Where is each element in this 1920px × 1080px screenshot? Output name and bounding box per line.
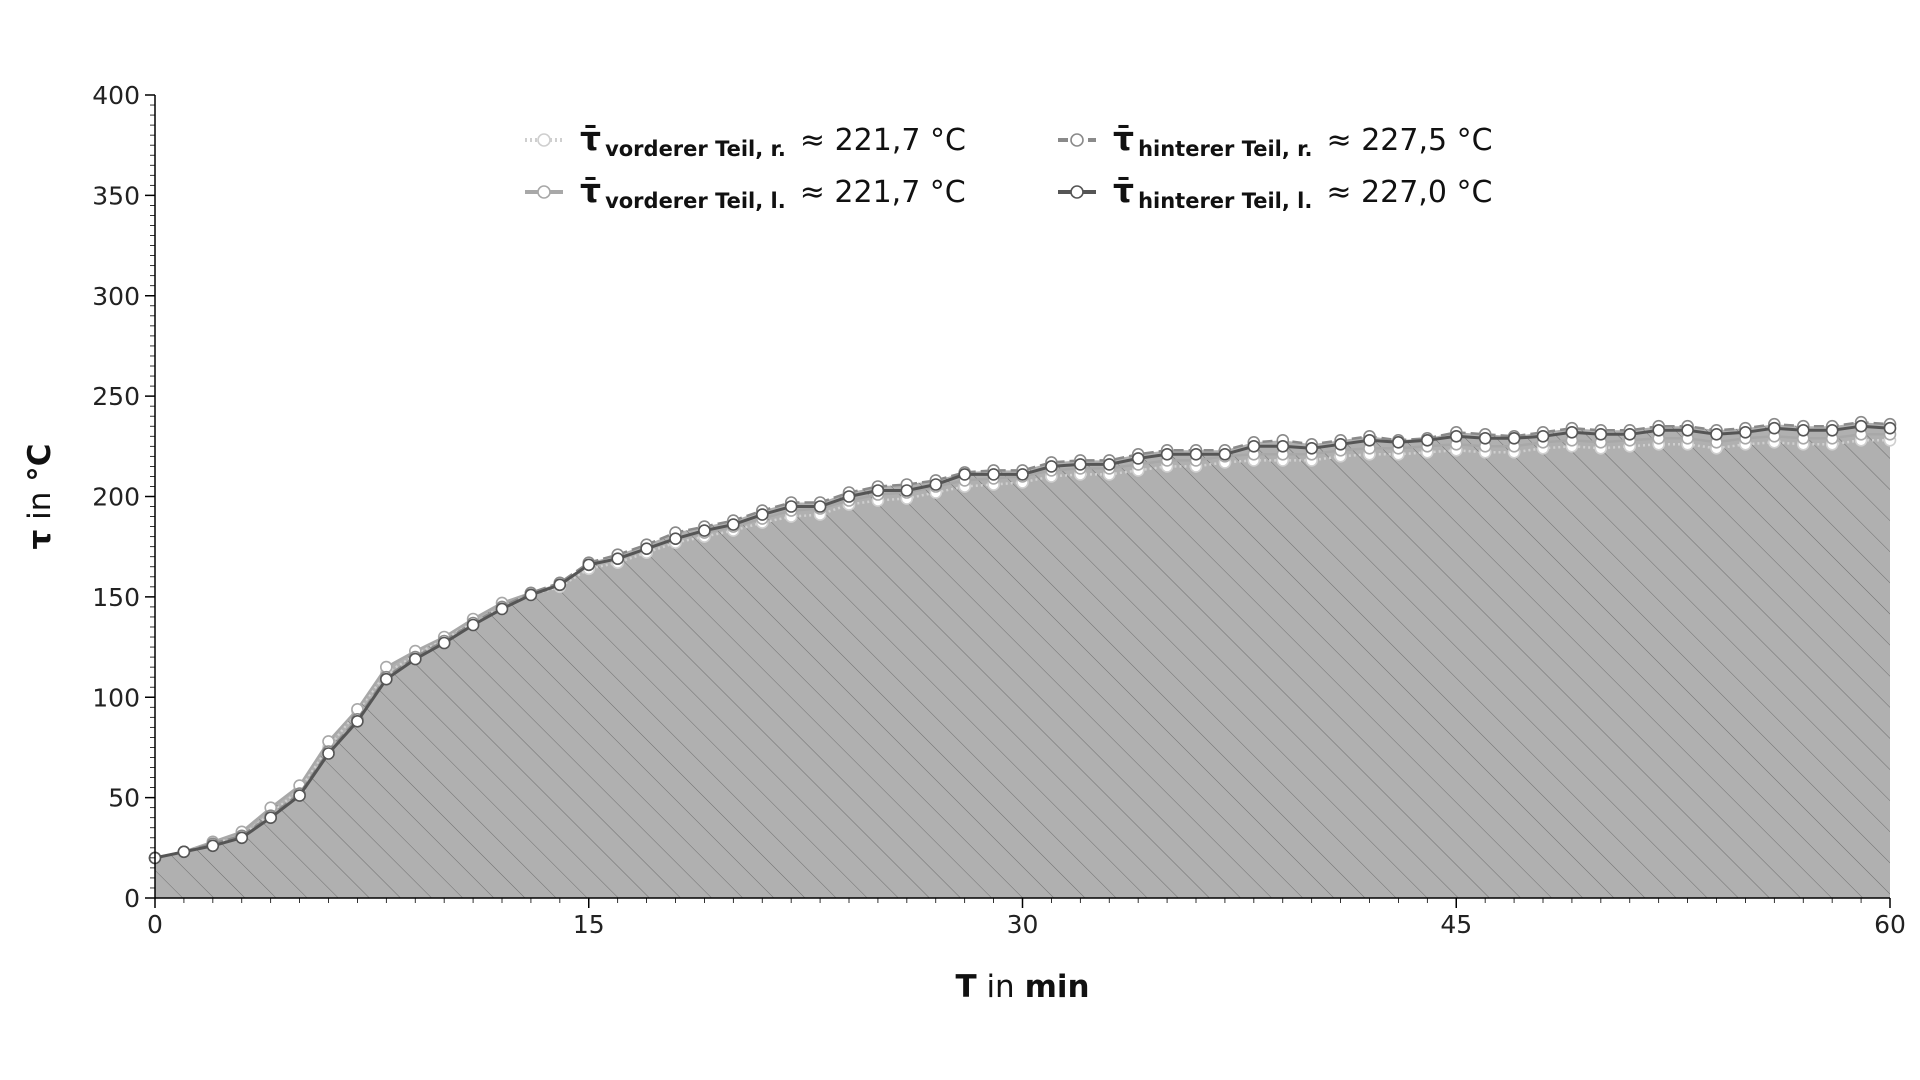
data-point bbox=[235, 831, 249, 845]
area-hatch bbox=[155, 422, 1890, 898]
data-point bbox=[640, 542, 653, 556]
data-point bbox=[1189, 447, 1203, 461]
data-point bbox=[1681, 423, 1694, 437]
data-point bbox=[1131, 452, 1145, 465]
data-point bbox=[524, 588, 538, 602]
data-point bbox=[1160, 447, 1174, 461]
y-tick-label: 300 bbox=[92, 282, 140, 311]
data-point bbox=[1276, 439, 1290, 453]
data-point bbox=[466, 618, 480, 632]
data-point bbox=[582, 558, 596, 572]
data-point bbox=[351, 714, 364, 728]
data-point bbox=[1334, 437, 1347, 451]
data-point bbox=[871, 484, 885, 497]
y-tick-label: 250 bbox=[92, 382, 140, 411]
legend-label: τ̄ hinterer Teil, l. ≈ 227,0 °C bbox=[1113, 171, 1492, 213]
legend-marker bbox=[1070, 133, 1084, 147]
y-tick-label: 150 bbox=[92, 583, 140, 612]
data-point bbox=[1507, 431, 1521, 445]
data-point bbox=[1218, 447, 1232, 461]
data-point bbox=[177, 845, 191, 859]
data-point bbox=[1536, 429, 1550, 443]
series-layer bbox=[148, 415, 1897, 865]
data-point bbox=[1305, 441, 1318, 455]
legend-label: τ̄ hinterer Teil, r. ≈ 227,5 °C bbox=[1113, 119, 1493, 161]
legend-item-0: τ̄ vorderer Teil, r. ≈ 221,7 °C bbox=[525, 119, 966, 161]
data-point bbox=[958, 468, 972, 481]
legend-marker bbox=[537, 133, 551, 147]
data-point bbox=[1883, 421, 1897, 435]
data-point bbox=[842, 490, 856, 503]
data-point bbox=[1623, 427, 1637, 441]
data-point bbox=[1652, 423, 1665, 437]
data-point bbox=[1074, 458, 1087, 471]
data-point bbox=[755, 508, 769, 521]
x-tick-label: 30 bbox=[1007, 910, 1039, 939]
data-point bbox=[264, 811, 278, 825]
plot-area bbox=[155, 422, 1890, 898]
x-tick-label: 15 bbox=[573, 910, 605, 939]
legend-marker bbox=[1070, 185, 1084, 199]
x-tick-label: 0 bbox=[147, 910, 163, 939]
data-point bbox=[698, 524, 711, 537]
data-point bbox=[379, 672, 393, 686]
data-point bbox=[1392, 435, 1405, 449]
x-axis-title: T in min bbox=[955, 969, 1089, 1005]
series-3 bbox=[148, 419, 1897, 865]
data-point bbox=[929, 478, 943, 491]
data-point bbox=[1797, 423, 1810, 437]
y-tick-label: 50 bbox=[108, 784, 140, 813]
data-point bbox=[1016, 468, 1029, 481]
legend: τ̄ vorderer Teil, r. ≈ 221,7 °C τ̄ vorderer … bbox=[525, 119, 1493, 213]
data-point bbox=[495, 602, 509, 616]
data-point bbox=[669, 532, 682, 546]
data-point bbox=[726, 518, 740, 531]
data-point bbox=[553, 578, 567, 592]
legend-label: τ̄ vorderer Teil, l. ≈ 221,7 °C bbox=[580, 171, 966, 213]
data-point bbox=[1565, 425, 1579, 439]
legend-item-3: τ̄ hinterer Teil, l. ≈ 227,0 °C bbox=[1058, 171, 1492, 213]
legend-marker bbox=[537, 185, 551, 199]
y-tick-label: 350 bbox=[92, 181, 140, 210]
y-tick-label: 0 bbox=[124, 884, 140, 913]
data-point bbox=[1478, 431, 1492, 445]
data-point bbox=[1594, 427, 1608, 441]
legend-item-1: τ̄ vorderer Teil, l. ≈ 221,7 °C bbox=[525, 171, 966, 213]
data-point bbox=[1450, 429, 1463, 443]
data-point bbox=[1045, 460, 1058, 473]
data-point bbox=[611, 552, 625, 566]
y-tick-label: 200 bbox=[92, 483, 140, 512]
data-point bbox=[322, 747, 335, 760]
data-point bbox=[437, 636, 451, 650]
data-point bbox=[408, 652, 422, 666]
data-point bbox=[813, 500, 827, 513]
x-tick-label: 60 bbox=[1874, 910, 1906, 939]
data-point bbox=[784, 500, 798, 513]
data-point bbox=[293, 789, 306, 802]
data-point bbox=[1854, 419, 1868, 433]
data-point bbox=[1768, 421, 1781, 435]
y-axis-title: τ in °C bbox=[22, 443, 58, 549]
data-point bbox=[987, 468, 1000, 481]
data-point bbox=[1710, 427, 1723, 441]
data-point bbox=[1363, 433, 1376, 447]
data-point bbox=[206, 839, 220, 853]
data-point bbox=[900, 484, 914, 497]
y-tick-label: 100 bbox=[92, 683, 140, 712]
data-point bbox=[1825, 423, 1839, 437]
y-tick-label: 400 bbox=[92, 81, 140, 110]
data-point bbox=[1739, 425, 1752, 439]
legend-item-2: τ̄ hinterer Teil, r. ≈ 227,5 °C bbox=[1058, 119, 1493, 161]
legend-label: τ̄ vorderer Teil, r. ≈ 221,7 °C bbox=[580, 119, 966, 161]
data-point bbox=[1247, 439, 1261, 453]
data-point bbox=[1421, 433, 1434, 447]
axes: 0 50 100 150 200 250 300 350 400 0 15 30 45 60 T in mi… bbox=[22, 81, 1906, 1005]
data-point bbox=[1103, 458, 1116, 471]
x-tick-label: 45 bbox=[1440, 910, 1472, 939]
